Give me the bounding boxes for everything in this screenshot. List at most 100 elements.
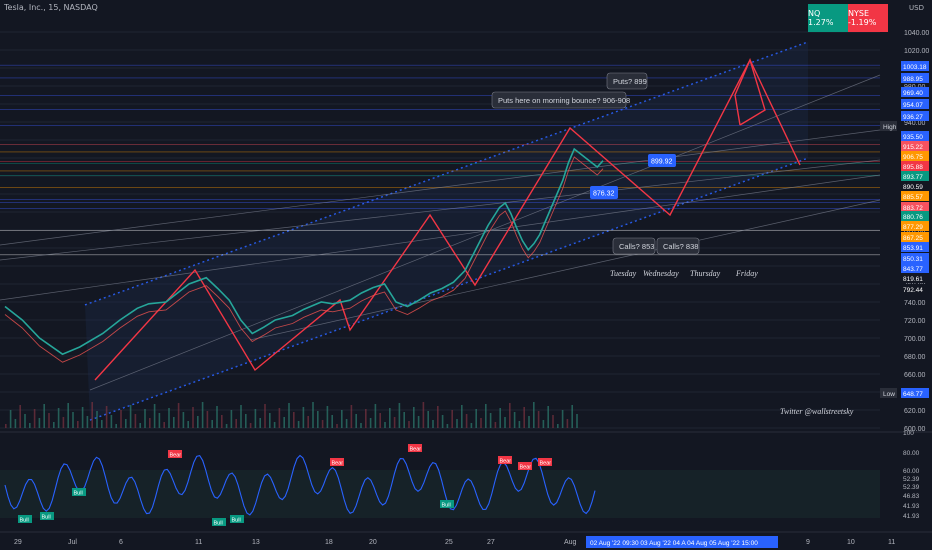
price-axis-tag-label: 988.95: [903, 76, 923, 83]
volume-bar: [365, 409, 367, 428]
volume-bar: [230, 410, 233, 428]
bear-signal-box: [498, 456, 512, 464]
price-axis-tag-label: 792.44: [903, 287, 923, 294]
price-tick-label: 720.00: [904, 318, 926, 325]
channel-upper-line: [84, 41, 809, 306]
volume-bar: [489, 413, 492, 428]
volume-bar: [437, 406, 439, 428]
bear-signal-label: Bear: [332, 461, 344, 467]
volume-bar: [552, 415, 554, 428]
callout-box: [656, 237, 700, 255]
bear-signal-box: [518, 462, 532, 470]
currency-label: USD: [909, 4, 924, 12]
volume-bar: [571, 405, 573, 428]
day-label: Friday: [735, 269, 758, 278]
price-tag-box: [648, 154, 676, 167]
bull-signal-box: [40, 512, 54, 520]
volume-bar: [33, 409, 36, 428]
volume-bar: [245, 414, 247, 428]
volume-bar: [201, 402, 204, 428]
bull-signal-box: [18, 515, 32, 523]
price-axis-tag: [901, 131, 929, 141]
volume-bar: [81, 407, 84, 428]
bear-signal-label: Bear: [500, 459, 512, 465]
volume-bar: [288, 403, 290, 428]
volume-bar: [345, 419, 348, 428]
volume-bar: [441, 415, 444, 428]
volume-bar: [369, 418, 372, 428]
volume-bar: [355, 414, 357, 428]
volume-bar: [77, 421, 79, 428]
price-axis-tag: [901, 221, 929, 231]
high-tag-box: [880, 121, 897, 131]
price-tick-label: 660.00: [904, 372, 926, 379]
bull-signal-box: [72, 488, 86, 496]
price-axis-tag-label: 850.31: [903, 256, 923, 263]
bull-signal-label: Bull: [74, 491, 83, 497]
channel-lower-line: [89, 157, 809, 421]
volume-bar: [24, 414, 26, 428]
nyse-index-badge[interactable]: NYSE -1.19%: [848, 4, 888, 32]
volume-bar: [139, 423, 141, 428]
volume-bar: [470, 423, 473, 428]
price-axis-tag: [901, 242, 929, 252]
volume-bar: [269, 413, 271, 428]
volume-bar: [317, 411, 319, 428]
volume-bar: [384, 422, 386, 428]
x-tick-label: 11: [195, 539, 202, 546]
price-axis-tag-label: 890.59: [903, 184, 923, 191]
price-axis-tag-label: 877.29: [903, 224, 923, 231]
volume-bar: [125, 419, 127, 428]
volume-bar: [264, 404, 266, 428]
price-axis-tag-label: 906.75: [903, 154, 923, 161]
nq-index-badge[interactable]: NQ 1.27%: [808, 4, 848, 32]
price-axis-tag-label: 935.50: [903, 134, 923, 141]
price-axis-tag: [901, 73, 929, 83]
volume-bar: [38, 418, 41, 428]
price-axis-tag: [901, 191, 929, 201]
volume-bar: [542, 420, 545, 428]
volume-bar: [225, 424, 228, 428]
projection-wedge: [734, 57, 766, 126]
volume-bar: [379, 413, 381, 428]
volume-bar: [321, 420, 324, 428]
volume-bar: [547, 406, 549, 428]
price-tick-label: 740.00: [904, 300, 926, 307]
callout-label: Calls? 853: [619, 242, 654, 251]
volume-bar: [105, 406, 108, 428]
volume-bar: [509, 403, 511, 428]
price-axis-tag: [901, 141, 929, 151]
x-tick-label: 20: [369, 539, 377, 546]
callout-box: [491, 91, 627, 109]
bull-signal-label: Bull: [42, 515, 51, 521]
volume-bar: [485, 404, 487, 428]
volume-bar: [163, 422, 165, 428]
price-axis-tag-label: 648.77: [903, 391, 923, 398]
bear-signal-label: Bear: [520, 465, 532, 471]
oscillator-band: [0, 470, 880, 518]
bull-signal-box: [230, 515, 244, 523]
volume-bar: [62, 417, 65, 428]
volume-bar: [475, 409, 477, 428]
volume-bar: [518, 421, 521, 428]
bear-signal-box: [538, 458, 552, 466]
volume-bar: [86, 416, 89, 428]
price-axis-tag: [901, 202, 929, 212]
x-tick-label: 18: [325, 539, 333, 546]
price-tick-label: 940.00: [904, 120, 926, 127]
bear-signal-label: Bear: [410, 447, 422, 453]
callout-label: Calls? 838: [663, 242, 698, 251]
price-axis-tag: [901, 263, 929, 273]
volume-bar: [254, 409, 257, 428]
price-tick-label: 820.00: [904, 228, 926, 235]
volume-bar: [5, 424, 7, 428]
zigzag-pattern: [94, 58, 801, 381]
price-axis-tag-label: 885.57: [903, 194, 923, 201]
high-label: High: [883, 124, 897, 131]
volume-bar: [331, 415, 333, 428]
volume-bar: [53, 422, 55, 428]
x-tick-label: 9: [806, 539, 810, 546]
volume-bar: [158, 413, 161, 428]
x-tick-label: 11: [888, 539, 895, 546]
volume-bar: [101, 420, 103, 428]
